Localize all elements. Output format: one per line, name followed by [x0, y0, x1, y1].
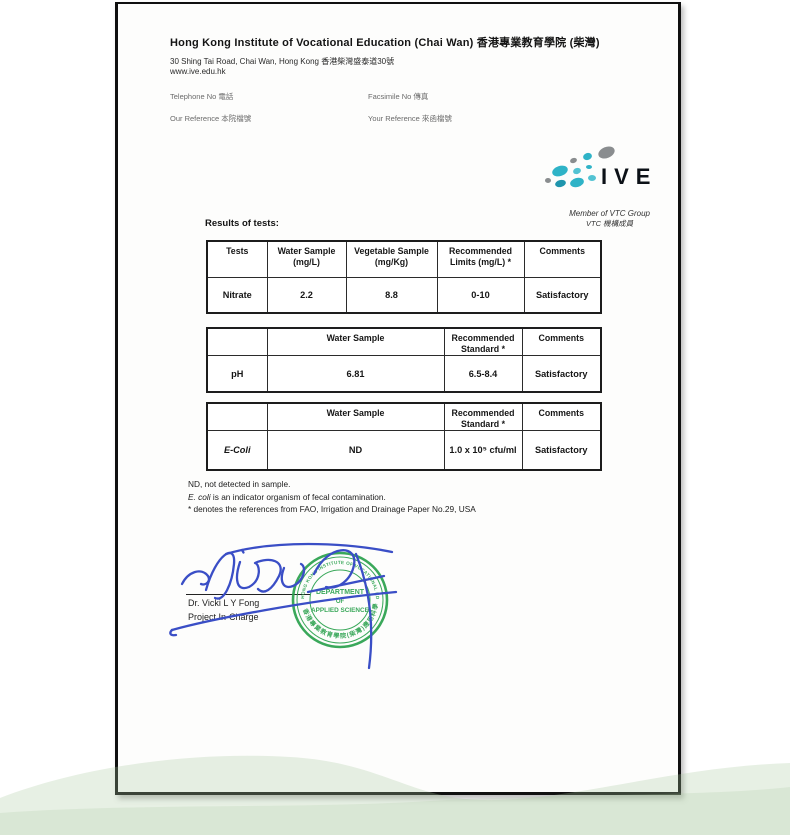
logo-blob-icon	[582, 151, 593, 162]
signatory-name: Dr. Vicki L Y Fong	[188, 598, 260, 608]
table-cell: Satisfactory	[521, 354, 602, 393]
telephone-label: Telephone No 電話	[170, 92, 234, 101]
table-cell: ND	[266, 429, 445, 471]
footnotes: ND, not detected in sample. E. coli is a…	[188, 478, 476, 516]
ive-wordmark: IVE	[601, 164, 658, 189]
table-header-row: Tests Water Sample (mg/L) Vegetable Samp…	[206, 240, 602, 278]
column-header: Recommended Standard *	[443, 327, 523, 356]
table-header-row: Water Sample Recommended Standard * Comm…	[206, 327, 602, 356]
footnote-reference: * denotes the references from FAO, Irrig…	[188, 504, 476, 515]
table-cell: 6.5-8.4	[443, 354, 523, 393]
column-header: Water Sample	[266, 402, 445, 431]
member-line1: Member of VTC Group	[569, 209, 650, 218]
nitrate-results-table: Tests Water Sample (mg/L) Vegetable Samp…	[206, 240, 602, 314]
facsimile-label: Facsimile No 傳真	[368, 92, 429, 101]
column-header: Water Sample	[266, 327, 445, 356]
column-header: Tests	[206, 240, 268, 278]
your-reference-label: Your Reference 來函檔號	[368, 114, 452, 123]
institute-title: Hong Kong Institute of Vocational Educat…	[170, 37, 600, 49]
ph-results-table: Water Sample Recommended Standard * Comm…	[206, 327, 602, 394]
footnote-ecoli-rest: is an indicator organism of fecal contam…	[210, 491, 386, 502]
logo-blob-icon	[588, 175, 596, 181]
column-header: Vegetable Sample (mg/Kg)	[345, 240, 438, 278]
scanned-document: Hong Kong Institute of Vocational Educat…	[115, 2, 681, 795]
table-cell: 8.8	[345, 276, 438, 314]
logo-blob-icon	[550, 163, 570, 179]
table-cell: Satisfactory	[521, 429, 602, 471]
table-cell: 0-10	[436, 276, 525, 314]
logo-blob-icon	[569, 156, 578, 165]
table-row: Nitrate 2.2 8.8 0-10 Satisfactory	[206, 276, 602, 314]
column-header: Water Sample (mg/L)	[266, 240, 347, 278]
table-cell: E-Coli	[206, 429, 268, 471]
column-header	[206, 327, 268, 356]
column-header	[206, 402, 268, 431]
logo-blob-icon	[554, 178, 567, 189]
our-reference-label: Our Reference 本院檔號	[170, 114, 252, 123]
vtc-member-caption: Member of VTC Group VTC 機構成員	[569, 209, 650, 229]
footnote-nd: ND, not detected in sample.	[188, 479, 291, 489]
table-cell: 1.0 x 10⁵ cfu/ml	[443, 429, 523, 471]
footnote-ecoli: E. coli is an indicator organism of feca…	[188, 491, 476, 504]
table-row: pH 6.81 6.5-8.4 Satisfactory	[206, 354, 602, 393]
table-cell: Nitrate	[206, 276, 268, 314]
stamp-center-line1: DEPARTMENT	[316, 589, 365, 596]
stamp-center-line3: APPLIED SCIENCE	[311, 607, 370, 614]
footnote-ecoli-term: E. coli	[188, 491, 211, 502]
ive-logo: IVE	[543, 144, 678, 202]
logo-blob-icon	[545, 178, 551, 183]
table-row: E-Coli ND 1.0 x 10⁵ cfu/ml Satisfactory	[206, 429, 602, 471]
column-header: Recommended Standard *	[443, 402, 523, 431]
column-header: Comments	[523, 240, 602, 278]
ecoli-results-table: Water Sample Recommended Standard * Comm…	[206, 402, 602, 472]
table-cell: pH	[206, 354, 268, 393]
logo-blob-icon	[569, 176, 585, 189]
stamp-center-line2: OF	[336, 599, 345, 605]
institute-address: 30 Shing Tai Road, Chai Wan, Hong Kong 香…	[170, 57, 395, 66]
institute-website: www.ive.edu.hk	[170, 67, 226, 76]
logo-blob-icon	[596, 144, 617, 161]
table-cell: 2.2	[266, 276, 347, 314]
table-cell: 6.81	[266, 354, 445, 393]
logo-blob-icon	[586, 165, 592, 169]
logo-blob-icon	[572, 166, 582, 176]
department-stamp: HONG KONG INSTITUTE OF VOCATIONAL EDUCAT…	[290, 550, 389, 649]
results-heading: Results of tests:	[205, 218, 279, 229]
table-cell: Satisfactory	[523, 276, 602, 314]
member-line2: VTC 機構成員	[585, 219, 634, 228]
column-header: Comments	[521, 402, 602, 431]
column-header: Recommended Limits (mg/L) *	[436, 240, 525, 278]
signatory-role: Project In-Charge	[188, 612, 259, 622]
column-header: Comments	[521, 327, 602, 356]
table-header-row: Water Sample Recommended Standard * Comm…	[206, 402, 602, 431]
